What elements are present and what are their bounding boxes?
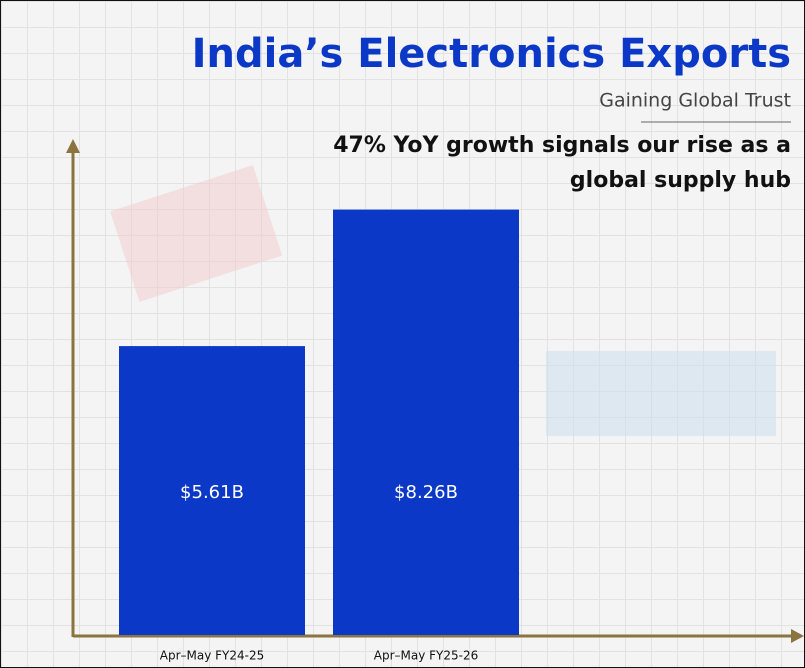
chart-subtitle: Gaining Global Trust	[599, 90, 791, 112]
y-axis-arrow	[66, 139, 80, 153]
value-label: $5.61B	[180, 482, 244, 503]
value-label: $8.26B	[394, 482, 458, 503]
x-axis-arrow	[791, 629, 804, 643]
x-tick-label: Apr–May FY24-25	[160, 649, 264, 663]
chart-title: India’s Electronics Exports	[192, 31, 791, 77]
bar	[119, 346, 305, 635]
bar	[333, 209, 519, 636]
annotation: 47% YoY growth signals our rise as a	[333, 133, 791, 158]
import-tag-decoration	[110, 165, 283, 302]
annotation: global supply hub	[570, 168, 791, 193]
x-tick-label: Apr–May FY25-26	[374, 649, 478, 663]
export-container-decoration	[546, 351, 776, 436]
